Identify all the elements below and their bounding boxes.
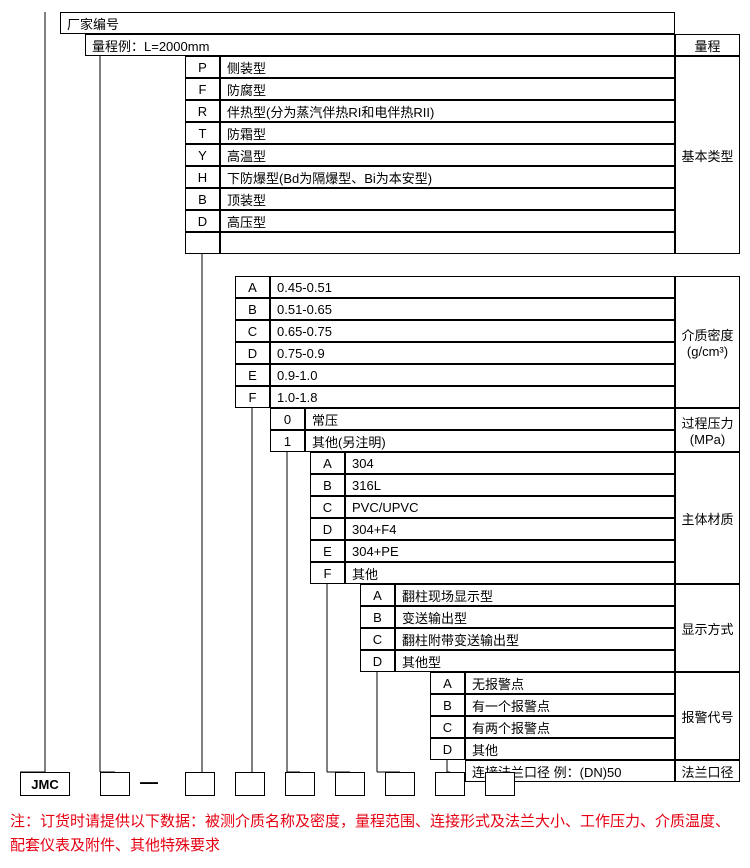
desc-cell: 翻柱附带变送输出型 bbox=[395, 628, 675, 650]
desc-cell: 其他 bbox=[345, 562, 675, 584]
order-note: 注：订货时请提供以下数据：被测介质名称及密度，量程范围、连接形式及法兰大小、工作… bbox=[10, 810, 740, 858]
code-cell: B bbox=[310, 474, 345, 496]
desc-cell: 其他(另注明) bbox=[305, 430, 675, 452]
desc-cell: 0.75-0.9 bbox=[270, 342, 675, 364]
code-cell: A bbox=[310, 452, 345, 474]
range-row: 量程例：L=2000mm bbox=[85, 34, 675, 56]
dash-separator: — bbox=[140, 772, 158, 793]
desc-cell: 高温型 bbox=[220, 144, 675, 166]
code-box-3 bbox=[285, 772, 315, 796]
code-cell: H bbox=[185, 166, 220, 188]
desc-cell: 其他 bbox=[465, 738, 675, 760]
code-box-0 bbox=[100, 772, 130, 796]
desc-cell: 翻柱现场显示型 bbox=[395, 584, 675, 606]
range-side: 量程 bbox=[675, 34, 740, 56]
section-side-0: 基本类型 bbox=[675, 56, 740, 254]
code-cell: A bbox=[360, 584, 395, 606]
desc-cell: 304+PE bbox=[345, 540, 675, 562]
code-cell: E bbox=[310, 540, 345, 562]
code-box-5 bbox=[385, 772, 415, 796]
code-cell: A bbox=[235, 276, 270, 298]
code-box-1 bbox=[185, 772, 215, 796]
desc-cell: 304 bbox=[345, 452, 675, 474]
code-cell: B bbox=[185, 188, 220, 210]
code-cell: D bbox=[185, 210, 220, 232]
code-cell: D bbox=[360, 650, 395, 672]
desc-cell: 侧装型 bbox=[220, 56, 675, 78]
desc-cell: 0.45-0.51 bbox=[270, 276, 675, 298]
code-cell: E bbox=[235, 364, 270, 386]
code-cell: C bbox=[310, 496, 345, 518]
code-cell: R bbox=[185, 100, 220, 122]
section-side-1: 介质密度(g/cm³) bbox=[675, 276, 740, 408]
desc-cell: 无报警点 bbox=[465, 672, 675, 694]
code-box-4 bbox=[335, 772, 365, 796]
code-cell: B bbox=[235, 298, 270, 320]
desc-cell: 0.9-1.0 bbox=[270, 364, 675, 386]
desc-cell: 变送输出型 bbox=[395, 606, 675, 628]
code-cell: A bbox=[430, 672, 465, 694]
code-cell: C bbox=[360, 628, 395, 650]
section-side-2: 过程压力(MPa) bbox=[675, 408, 740, 452]
desc-cell: 常压 bbox=[305, 408, 675, 430]
code-cell: F bbox=[310, 562, 345, 584]
desc-cell: 有一个报警点 bbox=[465, 694, 675, 716]
vendor-row: 厂家编号 bbox=[60, 12, 675, 34]
code-cell bbox=[185, 232, 220, 254]
desc-cell: 防霜型 bbox=[220, 122, 675, 144]
code-cell: B bbox=[430, 694, 465, 716]
code-box-2 bbox=[235, 772, 265, 796]
desc-cell: 下防爆型(Bd为隔爆型、Bi为本安型) bbox=[220, 166, 675, 188]
desc-cell: 304+F4 bbox=[345, 518, 675, 540]
code-box-6 bbox=[435, 772, 465, 796]
desc-cell: 伴热型(分为蒸汽伴热RI和电伴热RII) bbox=[220, 100, 675, 122]
code-cell: C bbox=[235, 320, 270, 342]
desc-cell: 其他型 bbox=[395, 650, 675, 672]
code-cell: 0 bbox=[270, 408, 305, 430]
desc-cell: 0.51-0.65 bbox=[270, 298, 675, 320]
desc-cell: 1.0-1.8 bbox=[270, 386, 675, 408]
code-cell: Y bbox=[185, 144, 220, 166]
flange-side: 法兰口径 bbox=[675, 760, 740, 782]
section-side-3: 主体材质 bbox=[675, 452, 740, 584]
code-cell: F bbox=[235, 386, 270, 408]
code-cell: 1 bbox=[270, 430, 305, 452]
desc-cell: 顶装型 bbox=[220, 188, 675, 210]
desc-cell bbox=[220, 232, 675, 254]
code-cell: D bbox=[310, 518, 345, 540]
desc-cell: 高压型 bbox=[220, 210, 675, 232]
desc-cell: 有两个报警点 bbox=[465, 716, 675, 738]
code-cell: T bbox=[185, 122, 220, 144]
section-side-4: 显示方式 bbox=[675, 584, 740, 672]
jmc-box: JMC bbox=[20, 772, 70, 796]
code-cell: F bbox=[185, 78, 220, 100]
section-side-5: 报警代号 bbox=[675, 672, 740, 760]
code-cell: D bbox=[235, 342, 270, 364]
code-box-7 bbox=[485, 772, 515, 796]
desc-cell: 316L bbox=[345, 474, 675, 496]
code-cell: P bbox=[185, 56, 220, 78]
desc-cell: 0.65-0.75 bbox=[270, 320, 675, 342]
desc-cell: 防腐型 bbox=[220, 78, 675, 100]
code-cell: C bbox=[430, 716, 465, 738]
code-cell: D bbox=[430, 738, 465, 760]
code-cell: B bbox=[360, 606, 395, 628]
desc-cell: PVC/UPVC bbox=[345, 496, 675, 518]
